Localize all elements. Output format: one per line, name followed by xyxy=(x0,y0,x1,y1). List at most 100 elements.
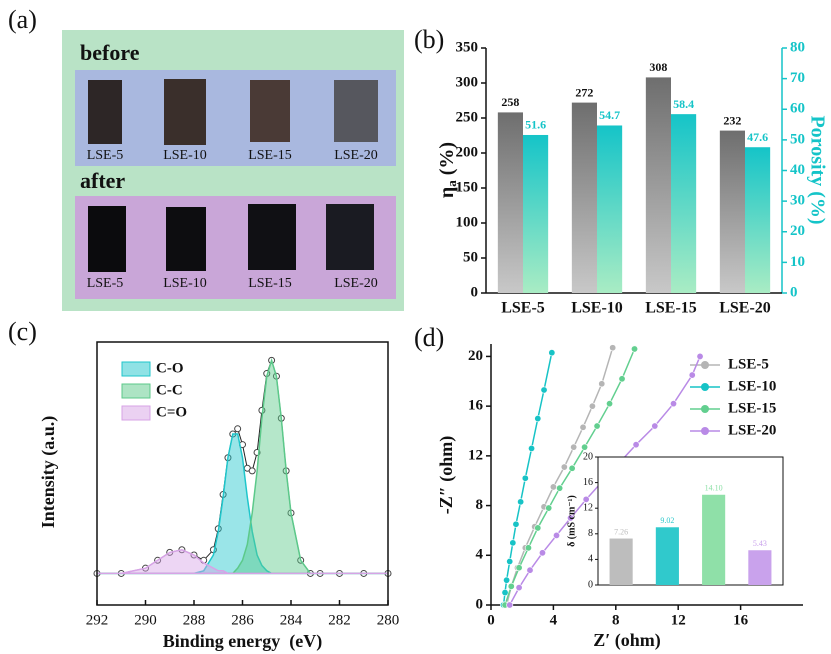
sample xyxy=(88,80,122,144)
value-label: 5.43 xyxy=(753,539,767,548)
sample xyxy=(166,207,206,271)
y-tick-label: 12 xyxy=(468,447,483,463)
y-tick-label: 16 xyxy=(468,398,484,414)
legend-swatch xyxy=(121,405,151,421)
series-point xyxy=(549,483,557,491)
series-point xyxy=(503,576,511,584)
value-label: 47.6 xyxy=(747,130,768,144)
series-point xyxy=(598,380,606,388)
series-point xyxy=(696,352,704,360)
value-label: 272 xyxy=(575,85,593,99)
value-label: 51.6 xyxy=(525,118,546,132)
sample xyxy=(326,204,374,270)
sample-label: LSE-15 xyxy=(248,148,292,163)
sample xyxy=(248,204,296,270)
series-point xyxy=(540,386,548,394)
series-point xyxy=(526,566,534,574)
series-point xyxy=(517,498,525,506)
y2-axis-title: Porosity (%) xyxy=(806,115,828,224)
y-tick-label: 350 xyxy=(456,39,479,55)
before-samples xyxy=(88,79,378,145)
value-label: 14.10 xyxy=(705,484,723,493)
panel-label: (d) xyxy=(414,323,444,352)
y2-tick-label: 60 xyxy=(790,101,805,117)
series-point xyxy=(560,463,568,471)
x-tick-label: LSE-20 xyxy=(719,300,771,317)
sample-label: LSE-5 xyxy=(87,148,124,163)
y-tick-label: 4 xyxy=(476,547,484,563)
y-tick-label: 0 xyxy=(471,284,479,300)
bar xyxy=(497,112,523,294)
legend-marker xyxy=(701,383,709,391)
x-tick-label: 280 xyxy=(377,612,400,628)
panel-label: (a) xyxy=(8,5,37,34)
y-tick-label: 100 xyxy=(456,214,479,230)
series-point xyxy=(582,495,590,503)
x-tick-label: 8 xyxy=(612,612,620,628)
series-point xyxy=(524,544,532,552)
y-tick-label: 150 xyxy=(456,179,479,195)
series-point xyxy=(501,589,509,597)
sample xyxy=(88,206,126,272)
x-axis-title: Binding energy (eV) xyxy=(163,631,323,652)
x-tick-label: 292 xyxy=(86,612,109,628)
series-point xyxy=(515,564,523,572)
series-point xyxy=(556,484,564,492)
x-tick-label: 12 xyxy=(671,612,686,628)
x-axis-title: Z′ (ohm) xyxy=(593,630,661,651)
y-axis-title-part: (%) xyxy=(436,142,458,180)
sample-label: LSE-5 xyxy=(87,276,124,291)
legend-marker xyxy=(701,427,709,435)
content: (a) (b) (c) (d) before LSE-5 LSE-10 LSE-15 LSE-2… xyxy=(8,5,828,652)
y-tick-label: 50 xyxy=(463,249,478,265)
sample-label: LSE-15 xyxy=(248,276,292,291)
series-point xyxy=(521,474,529,482)
series-point xyxy=(568,464,576,472)
bar xyxy=(748,550,772,585)
value-label: 58.4 xyxy=(673,97,694,111)
legend-swatch xyxy=(121,361,151,377)
series-point xyxy=(538,549,546,557)
legend-marker xyxy=(701,361,709,369)
y2-tick-label: 30 xyxy=(790,193,805,209)
legend-label: LSE-20 xyxy=(728,422,776,438)
y-axis-title: δ (mS cm⁻¹) xyxy=(566,495,577,547)
peak-area xyxy=(97,549,388,575)
x-tick-label: 286 xyxy=(231,612,254,628)
y2-tick-label: 50 xyxy=(790,131,805,147)
raw-point xyxy=(234,425,242,433)
y-tick-label: 250 xyxy=(456,109,479,125)
y-tick-label: 8 xyxy=(476,497,484,513)
y-tick-label: 0 xyxy=(588,579,593,590)
series-point xyxy=(515,584,523,592)
sample xyxy=(250,80,290,142)
bar xyxy=(645,77,671,294)
series-point xyxy=(579,423,587,431)
x-tick-label: LSE-15 xyxy=(645,300,697,317)
value-label: 258 xyxy=(501,95,519,109)
legend-label: C-C xyxy=(156,382,183,398)
bar xyxy=(671,114,697,294)
y2-tick-label: 70 xyxy=(790,70,805,86)
value-label: 54.7 xyxy=(599,108,620,122)
x-tick-label: 282 xyxy=(328,612,351,628)
legend-label: LSE-10 xyxy=(728,378,776,394)
series-point xyxy=(631,345,639,353)
y-axis-title-part: η xyxy=(436,187,458,198)
raw-point xyxy=(248,467,256,475)
series-point xyxy=(567,514,575,522)
y2-tick-label: 10 xyxy=(790,254,805,270)
series-point xyxy=(534,524,542,532)
value-label: 9.02 xyxy=(660,516,674,525)
group-title: after xyxy=(80,168,125,193)
sample xyxy=(334,80,378,142)
panel-label: (b) xyxy=(414,25,444,54)
peak-area xyxy=(97,433,388,575)
value-label: 232 xyxy=(723,113,741,127)
value-label: 308 xyxy=(649,60,667,74)
y-tick-label: 200 xyxy=(456,144,479,160)
y2-tick-label: 20 xyxy=(790,223,805,239)
sample-label: LSE-10 xyxy=(163,276,207,291)
legend-marker xyxy=(701,405,709,413)
